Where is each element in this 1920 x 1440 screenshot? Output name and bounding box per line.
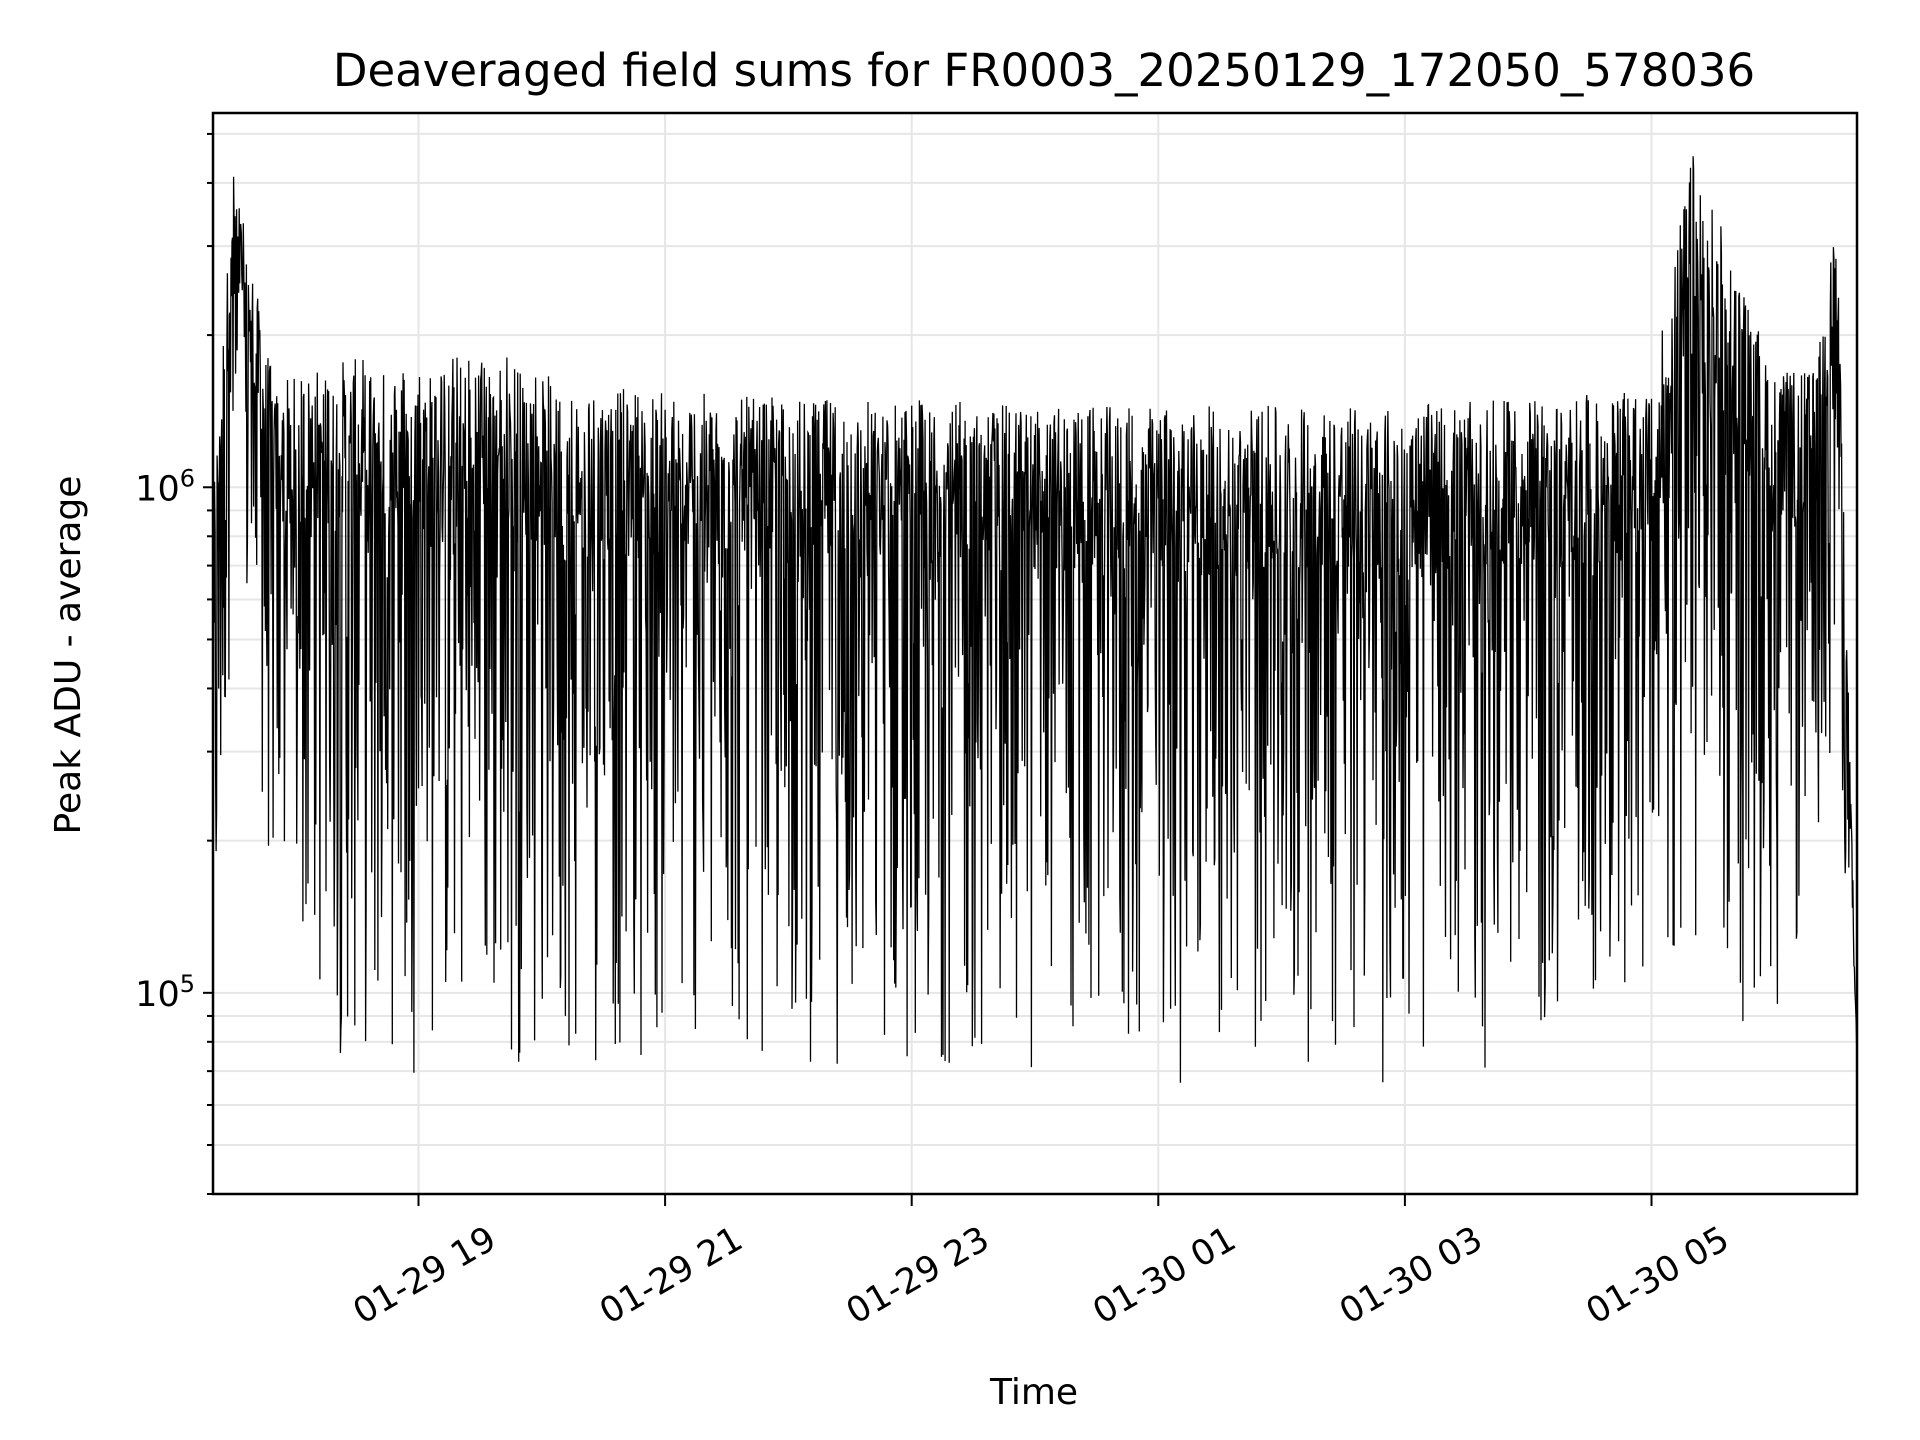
y-axis: 105 106 xyxy=(135,132,213,1195)
plot-area xyxy=(212,156,1858,1083)
series-line xyxy=(212,156,1858,1083)
plot-frame xyxy=(211,111,1859,1196)
x-axis-label: Time xyxy=(989,1372,1078,1413)
chart-title: Deaveraged field sums for FR0003_2025012… xyxy=(333,44,1755,97)
y-axis-label: Peak ADU - average xyxy=(48,476,89,835)
y-tick-label: 105 xyxy=(135,970,195,1015)
y-tick-label: 106 xyxy=(135,464,195,509)
